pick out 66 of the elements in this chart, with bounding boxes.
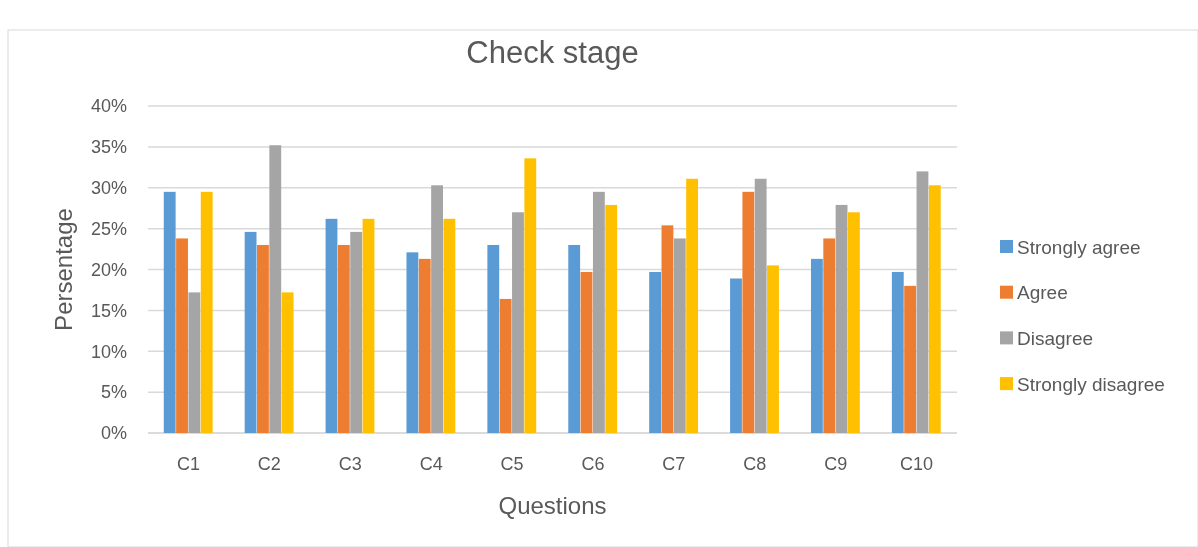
bar <box>244 231 257 433</box>
x-tick-label: C1 <box>176 454 200 474</box>
x-tick-label: C5 <box>500 454 524 474</box>
bar <box>487 244 500 433</box>
bar <box>891 271 904 433</box>
bar <box>281 292 294 433</box>
legend-label: Disagree <box>1017 328 1094 350</box>
y-tick-label: 20% <box>90 259 127 280</box>
x-axis-title: Questions <box>498 492 607 519</box>
legend-label: Agree <box>1017 282 1068 304</box>
bar <box>188 292 201 433</box>
bar <box>269 145 282 433</box>
bar <box>200 191 213 433</box>
bar <box>176 238 188 433</box>
x-tick-label: C4 <box>419 454 443 474</box>
x-tick-label: C9 <box>824 454 848 474</box>
bar <box>649 271 662 433</box>
bar <box>810 258 823 433</box>
y-axis-title: Persentage <box>50 208 77 331</box>
x-tick-label: C7 <box>662 454 686 474</box>
bar <box>580 271 593 433</box>
bar <box>742 191 755 433</box>
bar <box>767 265 779 433</box>
x-tick-label: C6 <box>581 454 605 474</box>
y-tick-label: 5% <box>100 382 127 403</box>
bar <box>686 178 699 433</box>
y-tick-label: 15% <box>90 300 127 321</box>
bar <box>754 178 767 433</box>
bar <box>916 171 929 433</box>
bar <box>928 185 941 433</box>
bar <box>524 158 537 433</box>
legend-label: Strongly disagree <box>1017 373 1165 395</box>
bar <box>325 218 338 433</box>
bar <box>847 212 860 433</box>
x-tick-label: C3 <box>338 454 362 474</box>
x-tick-label: C2 <box>257 454 281 474</box>
bar <box>499 298 512 433</box>
x-tick-label: C8 <box>743 454 767 474</box>
bar <box>406 252 419 433</box>
legend-label: Strongly agree <box>1017 236 1141 258</box>
y-tick-label: 25% <box>90 218 127 239</box>
y-tick-label: 10% <box>90 341 127 362</box>
bar <box>661 225 674 433</box>
bar <box>431 185 443 433</box>
chart-title: Check stage <box>466 35 639 70</box>
bar <box>163 191 176 433</box>
bar <box>904 285 917 433</box>
bar <box>568 244 581 433</box>
bar <box>605 204 618 433</box>
bar <box>443 218 456 433</box>
bar <box>257 244 269 433</box>
bar <box>337 244 350 433</box>
y-tick-label: 30% <box>90 178 127 199</box>
bar <box>823 238 836 433</box>
bar <box>362 218 375 433</box>
bar <box>350 231 363 433</box>
y-tick-label: 0% <box>100 423 127 444</box>
y-tick-label: 40% <box>90 96 127 117</box>
bar <box>418 258 431 433</box>
bar <box>512 212 524 433</box>
bar <box>592 191 605 433</box>
x-tick-label: C10 <box>900 454 934 474</box>
y-tick-label: 35% <box>90 137 127 158</box>
bar <box>835 204 848 433</box>
bar <box>673 238 686 433</box>
bar <box>730 278 742 433</box>
